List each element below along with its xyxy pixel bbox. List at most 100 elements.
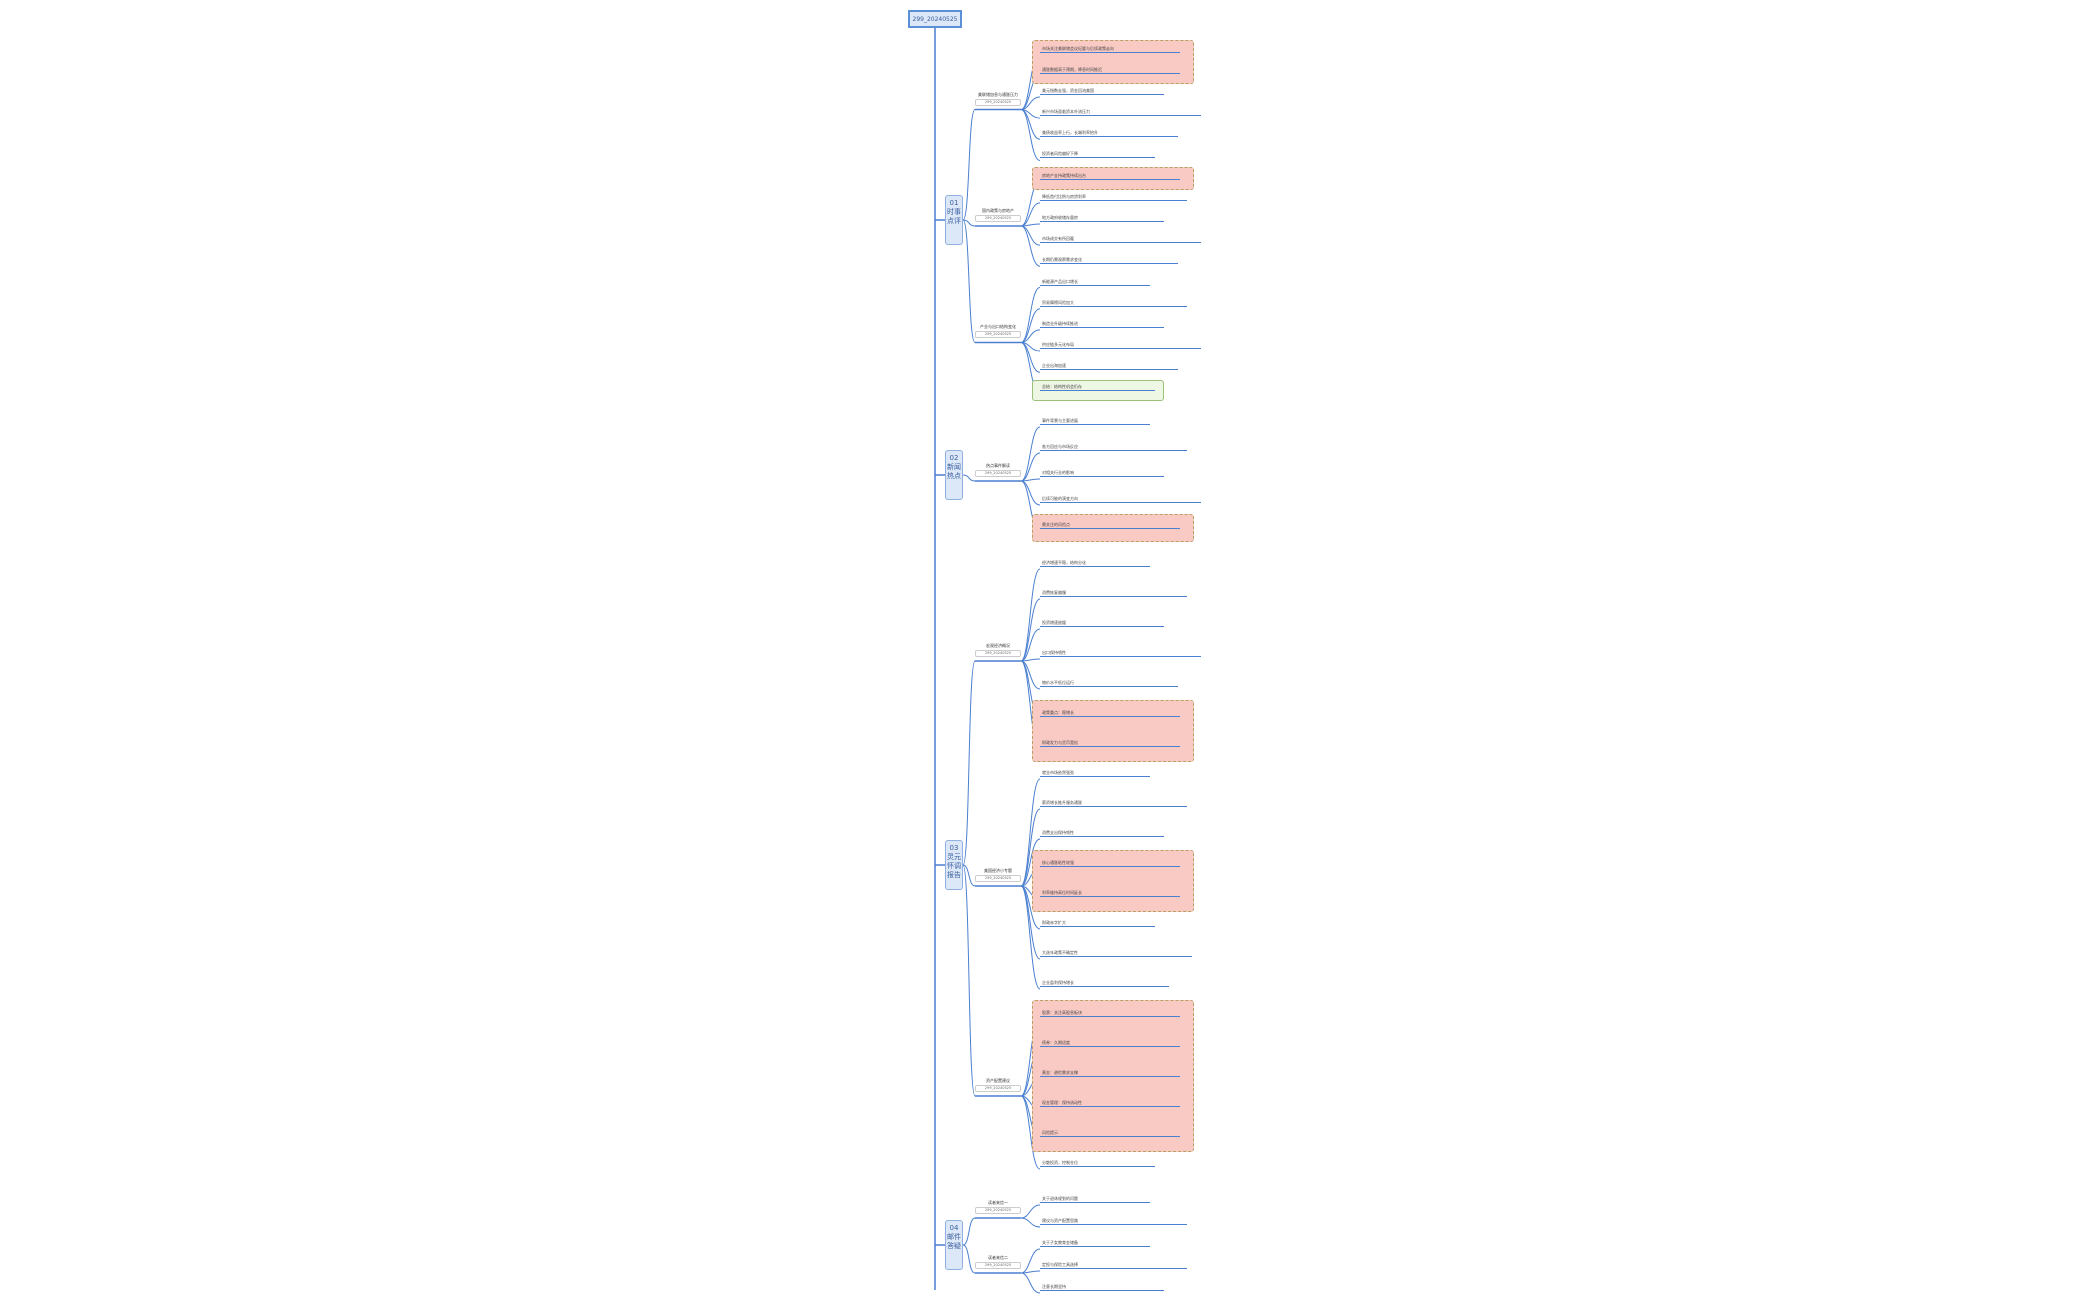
- connector: [1020, 1095, 1041, 1170]
- connector: [1020, 202, 1041, 227]
- highlight-box: [1032, 700, 1194, 762]
- subtopic-label: 美国经济小专题: [984, 868, 1012, 873]
- leaf-node[interactable]: 核心通胀粘性较强: [1040, 859, 1180, 867]
- leaf-node[interactable]: 关于退休规划的问题: [1040, 1195, 1150, 1203]
- root-node[interactable]: 299_20240525: [908, 10, 962, 28]
- connector: [1020, 808, 1041, 887]
- subtopic-label: 国内政策与房地产: [982, 208, 1014, 213]
- leaf-node[interactable]: 注意长期坚持: [1040, 1283, 1164, 1291]
- leaf-node[interactable]: 大选年政策不确定性: [1040, 949, 1192, 957]
- branch-node[interactable]: 03 灵元怀调报告: [945, 840, 963, 890]
- subtopic-node[interactable]: 读者来信一 299_20240525: [975, 1200, 1021, 1214]
- leaf-node[interactable]: 分散投资，控制仓位: [1040, 1159, 1155, 1167]
- subtopic-node[interactable]: 资产配置建议 299_20240525: [975, 1078, 1021, 1092]
- connector: [1020, 1204, 1041, 1219]
- leaf-node[interactable]: 投资增速放缓: [1040, 619, 1164, 627]
- leaf-node[interactable]: 通胀数据高于预期，降息时间推迟: [1040, 66, 1180, 74]
- connector: [962, 109, 976, 221]
- leaf-node[interactable]: 新能源产品出口增长: [1040, 278, 1150, 286]
- leaf-node[interactable]: 各方回应与市场反应: [1040, 443, 1187, 451]
- leaf-node[interactable]: 就业市场依然强劲: [1040, 769, 1150, 777]
- tag-badge: 299_20240525: [975, 470, 1021, 477]
- connector: [1020, 287, 1041, 343]
- connector: [1020, 452, 1041, 482]
- leaf-node[interactable]: 地方政府收储存量房: [1040, 214, 1164, 222]
- branch-node[interactable]: 04 邮件答疑: [945, 1220, 963, 1270]
- leaf-node[interactable]: 需关注的风险点: [1040, 521, 1180, 529]
- tag-badge: 299_20240525: [975, 331, 1021, 339]
- leaf-node[interactable]: 债券：久期适度: [1040, 1039, 1180, 1047]
- leaf-node[interactable]: 后续可能的演变方向: [1040, 495, 1201, 503]
- subtopic-node[interactable]: 产业与出口结构变化 299_20240525: [975, 324, 1021, 339]
- connector: [1020, 568, 1041, 662]
- connector: [1020, 426, 1041, 482]
- leaf-node[interactable]: 关于子女教育金储备: [1040, 1239, 1150, 1247]
- leaf-node[interactable]: 市场关注美联储会议纪要与后续政策走向: [1040, 45, 1180, 53]
- leaf-node[interactable]: 定投与保险工具选择: [1040, 1261, 1187, 1269]
- connector: [1020, 1217, 1041, 1228]
- subtopic-label: 宏观经济概况: [986, 643, 1010, 648]
- subtopic-node[interactable]: 美国经济小专题 299_20240525: [975, 868, 1021, 882]
- connector: [1020, 1248, 1041, 1274]
- leaf-node[interactable]: 薪资增长推升服务通胀: [1040, 799, 1187, 807]
- leaf-node[interactable]: 财政赤字扩大: [1040, 919, 1155, 927]
- subtopic-node[interactable]: 热点事件解读 299_20240525: [975, 463, 1021, 477]
- leaf-node[interactable]: 对相关行业的影响: [1040, 469, 1164, 477]
- leaf-node[interactable]: 贸易摩擦风险加大: [1040, 299, 1187, 307]
- leaf-node[interactable]: 房地产支持政策持续出台: [1040, 172, 1180, 180]
- subtopic-node[interactable]: 国内政策与房地产 299_20240525: [975, 208, 1021, 222]
- subtopic-label: 美联储加息与通胀压力: [978, 91, 1018, 97]
- highlight-box: [1032, 40, 1194, 85]
- leaf-node[interactable]: 出口保持韧性: [1040, 649, 1201, 657]
- leaf-node[interactable]: 新兴市场面临资本外流压力: [1040, 108, 1201, 117]
- branch-node[interactable]: 02 新闻热点: [945, 450, 963, 500]
- leaf-node[interactable]: 企业盈利保持增长: [1040, 979, 1169, 987]
- subtopic-node[interactable]: 宏观经济概况 299_20240525: [975, 643, 1021, 657]
- summary-box: [1032, 379, 1164, 401]
- tag-badge: 299_20240525: [975, 875, 1021, 882]
- leaf-node[interactable]: 消费恢复偏慢: [1040, 589, 1187, 597]
- subtopic-node[interactable]: 美联储加息与通胀压力 299_20240525: [975, 92, 1021, 106]
- leaf-node[interactable]: 降低首付比例与房贷利率: [1040, 193, 1187, 201]
- leaf-node[interactable]: 股票：关注高股息板块: [1040, 1009, 1180, 1017]
- tag-badge: 299_20240525: [975, 1262, 1021, 1269]
- leaf-node[interactable]: 消费支出保持韧性: [1040, 829, 1164, 837]
- subtopic-label: 热点事件解读: [986, 463, 1010, 468]
- branch-node[interactable]: 01 时事点评: [945, 195, 963, 245]
- leaf-node[interactable]: 供应链多元化布局: [1040, 341, 1201, 350]
- leaf-node[interactable]: 美元指数走强，资金回流美国: [1040, 87, 1164, 95]
- connector: [962, 1244, 976, 1274]
- connector: [1020, 225, 1041, 246]
- leaf-node[interactable]: 企业出海加速: [1040, 362, 1178, 371]
- connector: [1020, 96, 1041, 111]
- leaf-node[interactable]: 政策重点：稳增长: [1040, 709, 1180, 717]
- tag-badge: 299_20240525: [975, 98, 1021, 106]
- leaf-node[interactable]: 市场成交有所回暖: [1040, 235, 1201, 244]
- connector: [1020, 1272, 1041, 1294]
- leaf-node[interactable]: 物价水平低位运行: [1040, 679, 1178, 687]
- leaf-node[interactable]: 制造业升级持续推进: [1040, 320, 1164, 328]
- tag-badge: 299_20240525: [975, 1085, 1021, 1092]
- leaf-node[interactable]: 利率维持高位时间延长: [1040, 889, 1180, 897]
- leaf-node[interactable]: 财政发力与货币宽松: [1040, 739, 1180, 747]
- leaf-node[interactable]: 风险提示: [1040, 1129, 1180, 1137]
- leaf-node[interactable]: 事件背景与主要进展: [1040, 417, 1150, 425]
- leaf-node[interactable]: 长期仍需观察需求变化: [1040, 256, 1178, 265]
- connector: [1020, 628, 1041, 662]
- leaf-node[interactable]: 黄金：避险需求支撑: [1040, 1069, 1180, 1077]
- tag-badge: 299_20240525: [975, 650, 1021, 657]
- leaf-node[interactable]: 现金管理：保持流动性: [1040, 1099, 1180, 1107]
- connector: [962, 1217, 976, 1246]
- leaf-node[interactable]: 投资者风险偏好下降: [1040, 150, 1155, 159]
- leaf-node[interactable]: 总结：结构性机会仍存: [1040, 383, 1155, 392]
- subtopic-node[interactable]: 读者来信二 299_20240525: [975, 1255, 1021, 1269]
- connector: [1020, 838, 1041, 887]
- leaf-node[interactable]: 美债收益率上行，长端利率抬升: [1040, 129, 1178, 138]
- connector: [1020, 329, 1041, 343]
- connector: [962, 864, 976, 887]
- leaf-node[interactable]: 建议与资产配置思路: [1040, 1217, 1187, 1225]
- connector: [1020, 778, 1041, 887]
- leaf-node[interactable]: 经济增速平稳，结构分化: [1040, 559, 1150, 567]
- tag-badge: 299_20240525: [975, 1207, 1021, 1214]
